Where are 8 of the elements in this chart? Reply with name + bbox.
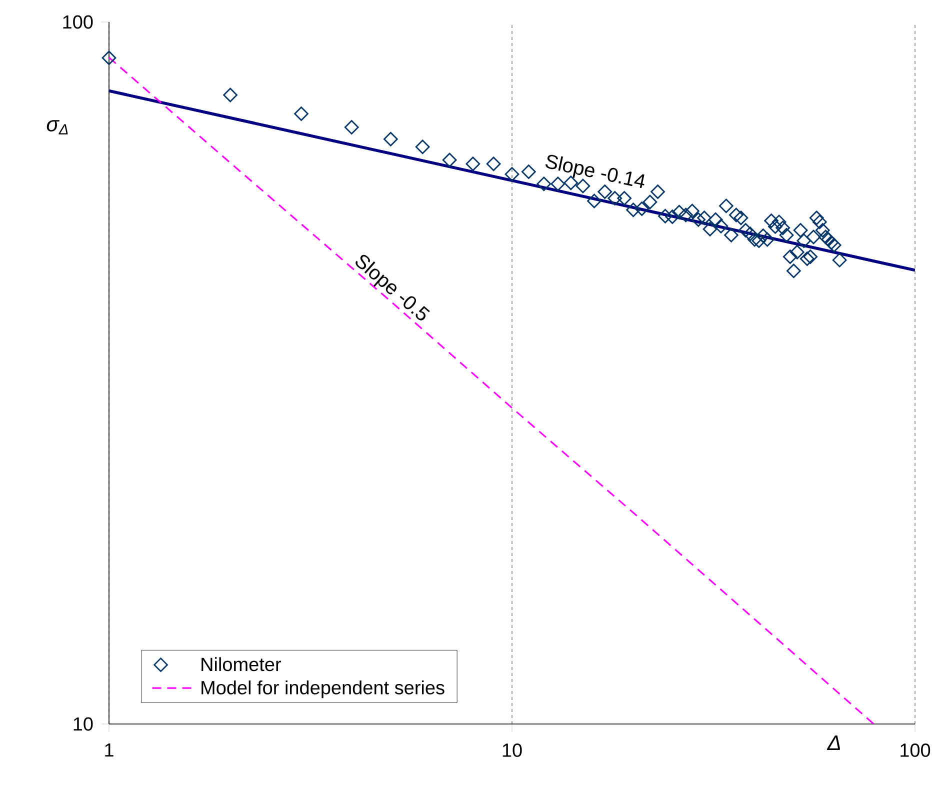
x-axis-title: Δ — [826, 736, 840, 750]
x-tick-label: 1 — [105, 743, 114, 757]
legend-label: Model for independent series — [202, 680, 444, 698]
y-axis-title: σ$_{Δ}$ — [46, 120, 68, 134]
annotation: Slope -0.14 — [546, 154, 644, 188]
x-tick-label: 100 — [900, 743, 930, 757]
x-tick-label: 10 — [502, 743, 522, 757]
legend-label: Nilometer — [202, 657, 281, 672]
